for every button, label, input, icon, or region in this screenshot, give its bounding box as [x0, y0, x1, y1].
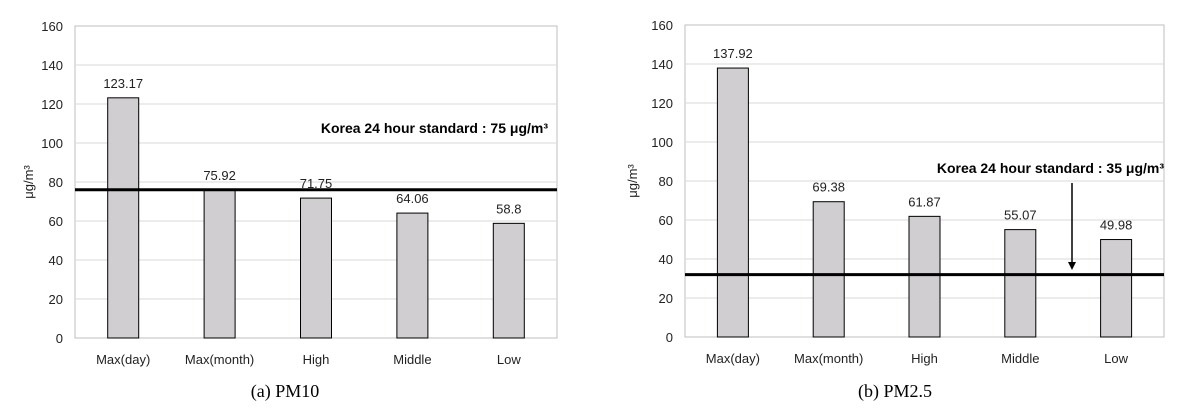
- x-tick-label: Max(day): [96, 352, 150, 367]
- standard-label: Korea 24 hour standard : 35 μg/m³: [937, 160, 1165, 176]
- y-tick-label: 80: [659, 174, 673, 189]
- bar: [300, 197, 332, 339]
- standard-label: Korea 24 hour standard : 75 μg/m³: [321, 120, 549, 136]
- bar: [492, 222, 525, 339]
- data-label: 137.92: [713, 46, 753, 61]
- y-tick-label: 80: [49, 175, 63, 190]
- panel-caption: (a) PM10: [251, 381, 320, 402]
- x-tick-label: Max(month): [794, 351, 863, 366]
- y-tick-label: 100: [41, 136, 63, 151]
- data-label: 71.75: [300, 176, 333, 191]
- y-tick-label: 140: [41, 58, 63, 73]
- chart-panel-pm10: 0 20 40 60 80 100 120 140 160 μg/m³ 123.17 Max(day)…: [21, 19, 558, 402]
- bar: [908, 215, 941, 338]
- data-label: 69.38: [812, 180, 845, 195]
- y-tick-label: 40: [49, 253, 63, 268]
- data-label: 61.87: [908, 194, 941, 209]
- chart-panel-pm25: 0 20 40 60 80 100 120 140 160 μg/m³ 137.92 Max(day)…: [625, 18, 1165, 402]
- y-tick-label: 40: [659, 252, 673, 267]
- data-label: 49.98: [1100, 218, 1133, 233]
- data-label: 75.92: [203, 168, 236, 183]
- x-tick-label: Max(day): [706, 351, 760, 366]
- y-tick-label: 0: [666, 330, 673, 345]
- data-label: 123.17: [103, 76, 143, 91]
- x-tick-label: Max(month): [185, 352, 254, 367]
- y-tick-label: 60: [659, 213, 673, 228]
- bar: [203, 189, 236, 339]
- y-tick-label: 20: [659, 291, 673, 306]
- x-tick-label: Middle: [1001, 351, 1039, 366]
- y-tick-label: 160: [651, 18, 673, 33]
- bar: [1004, 229, 1037, 338]
- data-label: 55.07: [1004, 208, 1037, 223]
- panel-caption: (b) PM2.5: [858, 381, 932, 402]
- y-axis-label: μg/m³: [625, 164, 640, 198]
- bar: [107, 97, 140, 339]
- y-tick-label: 160: [41, 19, 63, 34]
- y-tick-label: 20: [49, 292, 63, 307]
- bar: [812, 201, 845, 338]
- x-tick-label: Middle: [393, 352, 431, 367]
- x-tick-label: Low: [1104, 351, 1128, 366]
- bar: [716, 67, 749, 338]
- y-tick-label: 140: [651, 57, 673, 72]
- arrow-head-icon: [1068, 262, 1076, 270]
- y-tick-label: 120: [651, 96, 673, 111]
- y-tick-label: 0: [56, 331, 63, 346]
- y-tick-label: 60: [49, 214, 63, 229]
- y-axis-label: μg/m³: [21, 165, 36, 199]
- y-tick-label: 100: [651, 135, 673, 150]
- bar: [396, 212, 429, 339]
- x-tick-label: Low: [497, 352, 521, 367]
- data-label: 58.8: [496, 201, 521, 216]
- x-tick-label: High: [911, 351, 938, 366]
- x-tick-label: High: [303, 352, 330, 367]
- data-label: 64.06: [396, 191, 429, 206]
- y-tick-label: 120: [41, 97, 63, 112]
- bar: [1100, 239, 1133, 338]
